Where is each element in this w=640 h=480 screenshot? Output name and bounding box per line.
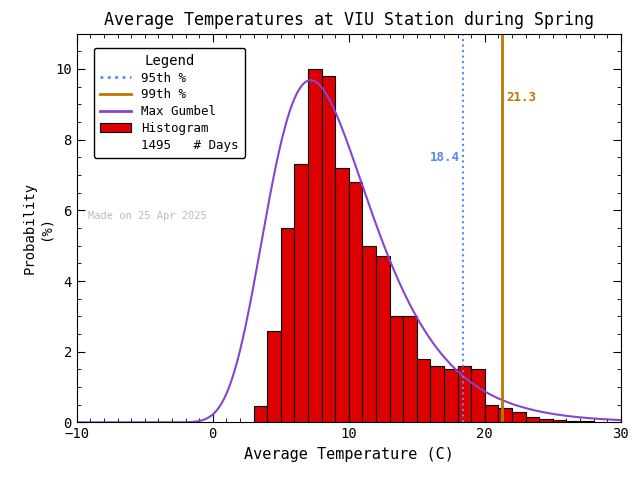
Bar bbox=[335, 168, 349, 422]
Title: Average Temperatures at VIU Station during Spring: Average Temperatures at VIU Station duri… bbox=[104, 11, 594, 29]
Legend: 95th %, 99th %, Max Gumbel, Histogram, 1495   # Days: 95th %, 99th %, Max Gumbel, Histogram, 1… bbox=[94, 48, 245, 158]
Bar bbox=[376, 256, 390, 422]
Bar bbox=[512, 412, 525, 422]
Bar bbox=[281, 228, 294, 422]
Bar bbox=[444, 370, 458, 422]
Bar bbox=[322, 76, 335, 422]
Bar bbox=[294, 164, 308, 422]
Bar bbox=[485, 405, 499, 422]
Bar bbox=[458, 366, 471, 422]
Bar bbox=[308, 69, 322, 422]
Bar bbox=[349, 182, 362, 422]
Bar bbox=[362, 246, 376, 422]
Bar bbox=[540, 419, 553, 422]
Bar bbox=[471, 370, 485, 422]
Bar bbox=[525, 417, 540, 422]
Bar bbox=[253, 406, 268, 422]
Bar bbox=[431, 366, 444, 422]
Bar bbox=[580, 421, 594, 422]
X-axis label: Average Temperature (C): Average Temperature (C) bbox=[244, 447, 454, 462]
Bar bbox=[403, 316, 417, 422]
Text: Made on 25 Apr 2025: Made on 25 Apr 2025 bbox=[88, 211, 207, 221]
Bar bbox=[417, 359, 431, 422]
Bar bbox=[390, 316, 403, 422]
Text: 21.3: 21.3 bbox=[507, 91, 536, 104]
Bar bbox=[566, 420, 580, 422]
Bar bbox=[553, 420, 566, 422]
Y-axis label: Probability
(%): Probability (%) bbox=[22, 182, 52, 274]
Bar bbox=[499, 408, 512, 422]
Bar bbox=[268, 331, 281, 422]
Text: 18.4: 18.4 bbox=[430, 151, 460, 164]
